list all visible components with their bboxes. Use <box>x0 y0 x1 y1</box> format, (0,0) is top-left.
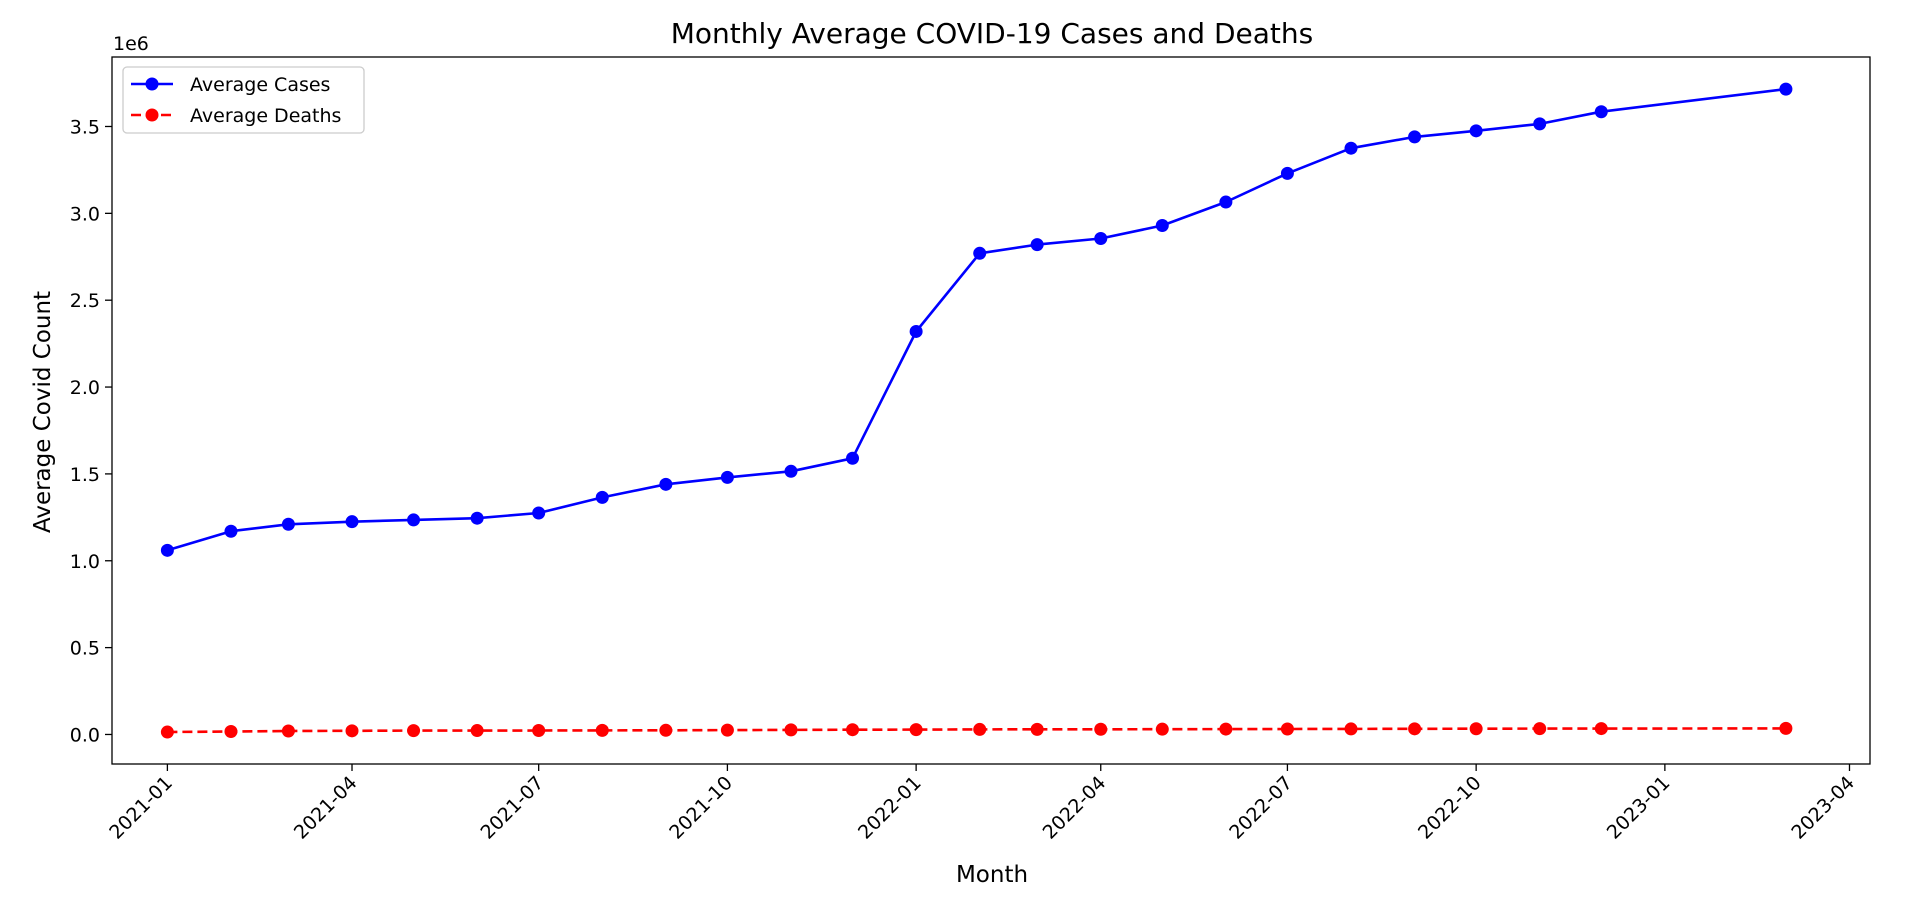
series-1-point <box>595 490 609 504</box>
series-1-point <box>160 543 174 557</box>
series-2-point <box>224 725 238 739</box>
series-2-point <box>1155 722 1169 736</box>
legend-marker-2 <box>145 108 159 122</box>
series-1-point <box>659 477 673 491</box>
series-1-point <box>1594 105 1608 119</box>
series-2-point <box>784 723 798 737</box>
y-tick-label: 2.0 <box>70 377 100 399</box>
series-2-point <box>470 724 484 738</box>
series-2-point <box>1030 722 1044 736</box>
series-2-point <box>846 723 860 737</box>
y-tick-label: 3.0 <box>70 203 100 225</box>
series-1-point <box>470 511 484 525</box>
series-2-point <box>1469 722 1483 736</box>
series-1-point <box>1280 166 1294 180</box>
series-1-point <box>345 515 359 529</box>
legend-marker-1 <box>145 77 159 91</box>
series-1-point <box>973 246 987 260</box>
series-2-point <box>1344 722 1358 736</box>
y-axis-offset-label: 1e6 <box>113 33 149 55</box>
series-2-point <box>659 723 673 737</box>
series-1-point <box>532 506 546 520</box>
x-axis-label: Month <box>956 862 1028 888</box>
series-2-point <box>595 723 609 737</box>
series-1-point <box>846 451 860 465</box>
y-tick-label: 0.0 <box>70 724 100 746</box>
series-1-point <box>1094 232 1108 246</box>
series-1-point <box>281 517 295 531</box>
legend-label-2: Average Deaths <box>190 105 341 127</box>
chart-title: Monthly Average COVID-19 Cases and Death… <box>671 17 1313 50</box>
series-2-point <box>1533 722 1547 736</box>
series-2-point <box>720 723 734 737</box>
legend-label-1: Average Cases <box>190 74 330 96</box>
y-axis-label: Average Covid Count <box>30 291 56 533</box>
series-2-point <box>1094 722 1108 736</box>
axes-frame <box>111 56 1871 765</box>
series-2-point <box>1219 722 1233 736</box>
series-2-point <box>909 723 923 737</box>
series-1-point <box>1533 117 1547 131</box>
series-2-point <box>973 722 987 736</box>
series-2-point <box>160 725 174 739</box>
series-2-point <box>1408 722 1422 736</box>
series-1-point <box>720 470 734 484</box>
series-1-point <box>1469 124 1483 138</box>
series-1-point <box>1779 82 1793 96</box>
series-1-point <box>1219 195 1233 209</box>
series-1-point <box>909 324 923 338</box>
series-1-point <box>784 464 798 478</box>
series-1-point <box>407 513 421 527</box>
series-2-point <box>1779 721 1793 735</box>
series-2-point <box>345 724 359 738</box>
series-1-point <box>1030 238 1044 252</box>
legend: Average Cases Average Deaths <box>122 66 365 134</box>
y-tick-label: 0.5 <box>70 638 100 660</box>
y-tick-label: 2.5 <box>70 290 100 312</box>
legend-box <box>122 66 365 134</box>
series-1-point <box>1344 141 1358 155</box>
series-2-point <box>532 723 546 737</box>
y-tick-label: 3.5 <box>70 116 100 138</box>
y-tick-label: 1.0 <box>70 551 100 573</box>
series-1-point <box>224 524 238 538</box>
series-2-point <box>281 724 295 738</box>
series-2-point <box>407 724 421 738</box>
series-1-point <box>1408 130 1422 144</box>
series-2-point <box>1594 722 1608 736</box>
series-2-point <box>1280 722 1294 736</box>
series-1-point <box>1155 218 1169 232</box>
y-tick-label: 1.5 <box>70 464 100 486</box>
